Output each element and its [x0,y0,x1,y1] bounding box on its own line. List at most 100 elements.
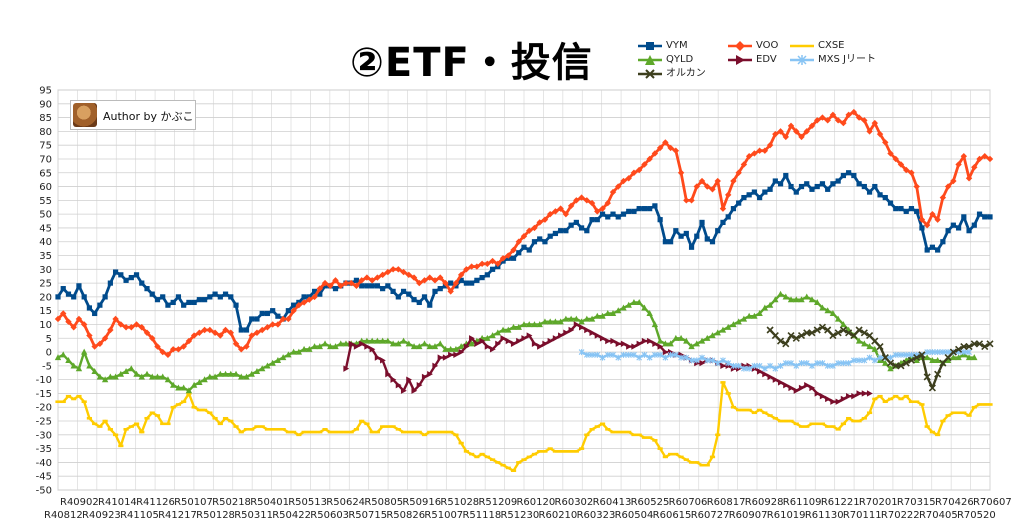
data-point-qyld [546,318,554,325]
data-point-vym [92,310,98,317]
data-point-voo [243,343,250,350]
data-point-voo [646,155,653,163]
data-point-qyld [840,321,847,328]
data-point-qyld [656,337,664,344]
data-point-cxse [359,419,365,423]
data-point-mxs-j- [693,357,700,364]
y-tick-label: -45 [36,472,52,483]
data-point-vym [558,228,564,234]
data-point-qyld [138,373,145,380]
data-point-- [881,354,889,362]
data-point-qyld [211,373,219,380]
data-point-voo [332,277,339,284]
data-point-voo [971,164,978,171]
data-point-qyld [363,337,371,344]
data-point-vym [568,222,574,228]
data-point-qyld [107,373,114,380]
data-point-voo [494,260,502,267]
data-point-vym [809,186,815,192]
data-point-voo [908,169,915,176]
data-point-mxs-j- [809,362,815,369]
data-point-mxs-j- [683,354,690,361]
data-point-- [949,348,957,356]
data-point-voo [122,324,130,331]
data-point-voo [259,326,266,334]
data-point-vym [652,203,658,209]
data-point-qyld [861,340,868,347]
data-point-cxse [971,405,977,409]
data-point-- [918,351,926,359]
data-point-mxs-j- [589,351,595,358]
data-point-mxs-j- [924,349,931,356]
y-tick-label: 60 [39,182,52,193]
data-point-qyld [395,340,402,347]
data-point-mxs-j- [720,357,726,364]
data-point-voo [725,191,732,199]
x-tick-label-bottom: R40812 [44,510,83,521]
data-point-cxse [191,405,197,409]
data-point-qyld [965,354,973,361]
data-point-cxse [908,400,915,404]
data-point-qyld [337,340,344,347]
data-point-voo [337,282,344,290]
data-point-qyld [227,370,234,377]
data-point-cxse [788,419,794,423]
data-point-vym [777,181,784,187]
y-tick-label: 25 [39,279,52,290]
x-tick-label-top: R60706 [669,497,708,508]
data-point-voo [190,332,198,339]
data-point-cxse [893,394,899,398]
data-point-qyld [222,370,229,377]
data-point-voo [405,271,413,279]
data-point-mxs-j- [898,351,904,358]
data-point-voo [887,150,894,157]
data-point-vym [751,189,757,195]
data-point-vym [955,225,962,231]
data-point-vym [694,233,700,239]
data-point-- [855,326,863,334]
data-point-cxse [835,428,841,431]
data-point-vym [249,316,255,322]
data-point-edv [542,340,549,347]
data-point-vym [238,327,244,333]
x-tick-label-top: R60525 [631,497,670,508]
data-point-qyld [70,362,77,369]
data-point-voo [421,277,428,284]
data-point-- [797,331,806,340]
data-point-voo [232,340,240,347]
data-point-qyld [117,370,125,377]
data-point-vym [589,217,595,223]
data-point-cxse [620,430,627,434]
data-point-edv [558,332,564,339]
data-point-voo [981,153,988,160]
data-point-voo [60,310,67,317]
data-point-voo [567,202,575,210]
data-point-- [934,370,942,378]
data-point-voo [986,155,994,163]
data-point-vym [154,297,161,303]
data-point-vym [605,214,611,220]
data-point-voo [604,199,611,207]
data-point-vym [584,228,590,234]
x-tick-label-top: R60817 [707,497,746,508]
data-point-qyld [803,293,810,300]
data-point-qyld [122,367,130,374]
data-point-qyld [834,315,842,322]
data-point-voo [468,263,475,270]
data-point-voo [651,150,659,157]
data-point-voo [206,326,214,334]
data-point-edv [385,370,392,378]
data-point-qyld [929,356,936,363]
data-point-cxse [914,400,920,404]
data-point-cxse [772,416,778,420]
data-point-qyld [489,332,496,339]
data-point-qyld [300,345,308,352]
data-point-qyld [541,318,549,325]
data-point-qyld [437,340,444,347]
data-point-vym [264,310,271,317]
data-point-voo [766,141,774,149]
data-point-voo [253,329,261,336]
data-point-qyld [971,354,978,361]
data-point-edv [537,343,543,350]
data-point-vym [537,236,543,242]
